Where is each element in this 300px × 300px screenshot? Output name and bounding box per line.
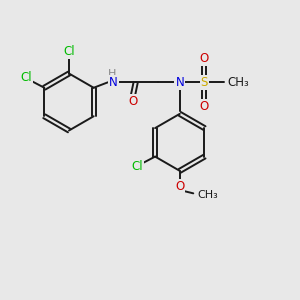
Text: O: O bbox=[175, 180, 184, 193]
Text: Cl: Cl bbox=[20, 71, 32, 84]
Text: CH₃: CH₃ bbox=[227, 76, 249, 89]
Text: O: O bbox=[200, 52, 209, 65]
Text: CH₃: CH₃ bbox=[198, 190, 218, 200]
Text: H: H bbox=[107, 69, 116, 79]
Text: N: N bbox=[109, 76, 118, 89]
Text: O: O bbox=[200, 100, 209, 113]
Text: S: S bbox=[201, 76, 208, 89]
Text: Cl: Cl bbox=[131, 160, 143, 173]
Text: O: O bbox=[128, 95, 137, 108]
Text: N: N bbox=[176, 76, 184, 89]
Text: Cl: Cl bbox=[63, 45, 75, 58]
